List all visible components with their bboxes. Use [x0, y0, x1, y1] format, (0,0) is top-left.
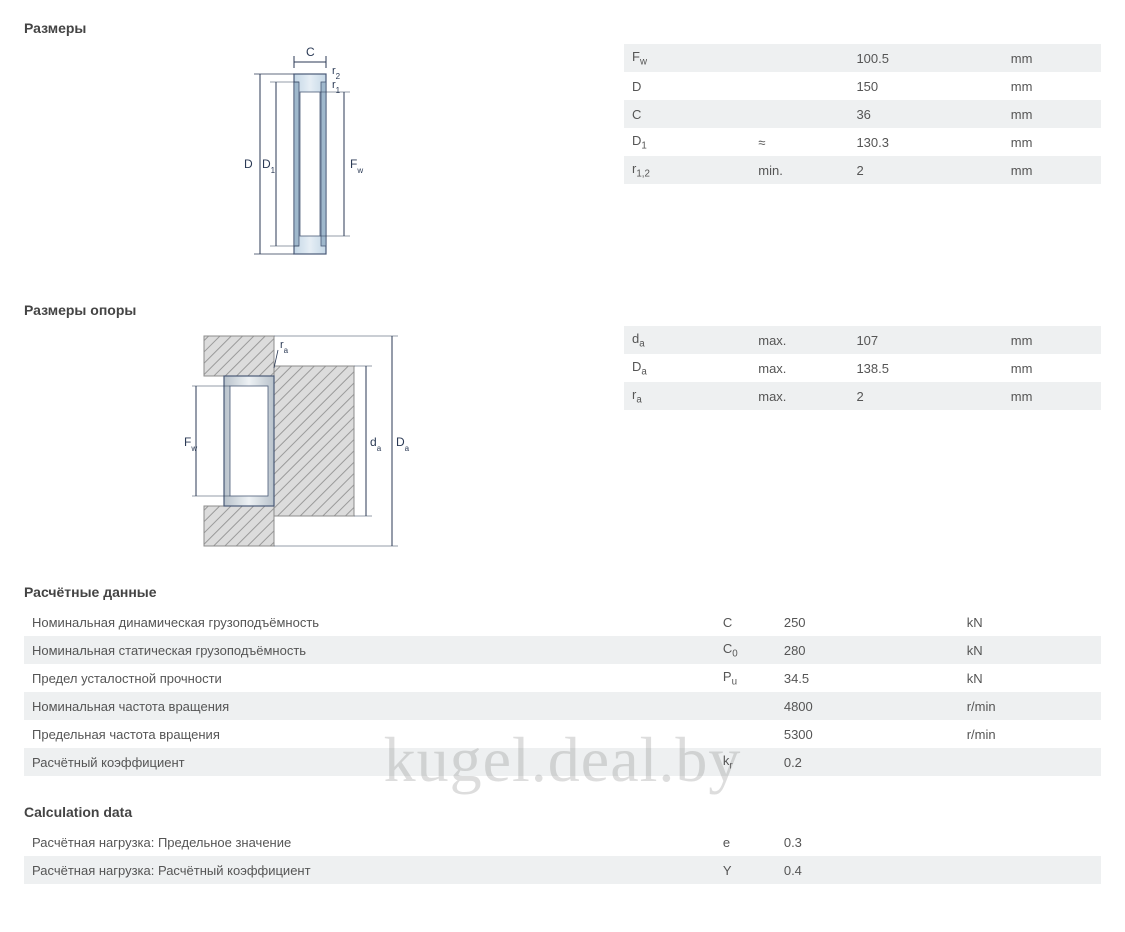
spec-unit: mm: [1003, 72, 1101, 100]
spec-symbol: Fw: [624, 44, 750, 72]
spec-desc: Номинальная динамическая грузоподъёмност…: [24, 608, 715, 636]
spec-symbol: D: [624, 72, 750, 100]
spec-row: Номинальная статическая грузоподъёмность…: [24, 636, 1101, 664]
section-calc2-title: Calculation data: [24, 804, 1101, 820]
spec-unit: mm: [1003, 326, 1101, 354]
spec-value: 2: [848, 382, 1002, 410]
spec-unit: mm: [1003, 156, 1101, 184]
spec-symbol: C: [624, 100, 750, 128]
spec-row: Предел усталостной прочностиPu34.5kN: [24, 664, 1101, 692]
spec-desc: Предел усталостной прочности: [24, 664, 715, 692]
spec-unit: mm: [1003, 354, 1101, 382]
spec-desc: Номинальная статическая грузоподъёмность: [24, 636, 715, 664]
svg-text:Fw: Fw: [350, 157, 363, 175]
spec-unit: mm: [1003, 382, 1101, 410]
spec-value: 5300: [776, 720, 959, 748]
spec-desc: Номинальная частота вращения: [24, 692, 715, 720]
spec-unit: r/min: [959, 692, 1101, 720]
spec-qualifier: max.: [750, 354, 848, 382]
spec-unit: kN: [959, 664, 1101, 692]
spec-symbol: da: [624, 326, 750, 354]
spec-row: r1,2min.2mm: [624, 156, 1101, 184]
section-calc-title: Расчётные данные: [24, 584, 1101, 600]
spec-qualifier: min.: [750, 156, 848, 184]
spec-row: C 36mm: [624, 100, 1101, 128]
svg-text:da: da: [370, 435, 382, 453]
table-calc2: Расчётная нагрузка: Предельное значениеe…: [24, 828, 1101, 884]
spec-value: 107: [848, 326, 1002, 354]
spec-unit: mm: [1003, 44, 1101, 72]
spec-qualifier: ≈: [750, 128, 848, 156]
spec-row: ramax.2mm: [624, 382, 1101, 410]
spec-qualifier: [750, 100, 848, 128]
spec-symbol: [715, 720, 776, 748]
spec-row: Номинальная динамическая грузоподъёмност…: [24, 608, 1101, 636]
spec-value: 280: [776, 636, 959, 664]
section-abutment-title: Размеры опоры: [24, 302, 1101, 318]
table-dimensions: Fw100.5mmD150mmC36mmD1≈130.3mmr1,2min.2m…: [624, 44, 1101, 184]
spec-unit: [959, 748, 1101, 776]
spec-row: Предельная частота вращения 5300r/min: [24, 720, 1101, 748]
spec-unit: mm: [1003, 100, 1101, 128]
spec-symbol: C0: [715, 636, 776, 664]
section-calc: Расчётные данные Номинальная динамическа…: [24, 584, 1101, 776]
spec-row: Расчётная нагрузка: Предельное значениеe…: [24, 828, 1101, 856]
diagram-abutment: ra Fw da Da: [24, 326, 584, 556]
spec-qualifier: max.: [750, 382, 848, 410]
svg-text:D: D: [244, 157, 253, 171]
spec-desc: Предельная частота вращения: [24, 720, 715, 748]
spec-row: Damax.138.5mm: [624, 354, 1101, 382]
table-calc: Номинальная динамическая грузоподъёмност…: [24, 608, 1101, 776]
spec-symbol: e: [715, 828, 776, 856]
svg-text:ra: ra: [280, 339, 289, 355]
spec-desc: Расчётный коэффициент: [24, 748, 715, 776]
spec-row: Fw 100.5mm: [624, 44, 1101, 72]
spec-qualifier: [750, 44, 848, 72]
spec-qualifier: [750, 72, 848, 100]
spec-symbol: r1,2: [624, 156, 750, 184]
spec-value: 0.2: [776, 748, 959, 776]
spec-unit: mm: [1003, 128, 1101, 156]
section-dimensions: Размеры: [24, 20, 1101, 274]
spec-unit: kN: [959, 636, 1101, 664]
table-abutment: damax.107mmDamax.138.5mmramax.2mm: [624, 326, 1101, 410]
spec-row: D1≈130.3mm: [624, 128, 1101, 156]
spec-qualifier: max.: [750, 326, 848, 354]
spec-value: 0.3: [776, 828, 959, 856]
section-abutment: Размеры опоры: [24, 302, 1101, 556]
spec-symbol: C: [715, 608, 776, 636]
spec-value: 250: [776, 608, 959, 636]
spec-unit: r/min: [959, 720, 1101, 748]
spec-row: Расчётный коэффициентkr0.2: [24, 748, 1101, 776]
spec-value: 130.3: [848, 128, 1002, 156]
spec-unit: [959, 828, 1101, 856]
diagram-dimensions: C r2 r1 D D1 Fw: [24, 44, 584, 274]
spec-value: 2: [848, 156, 1002, 184]
spec-symbol: D1: [624, 128, 750, 156]
spec-value: 4800: [776, 692, 959, 720]
svg-text:D1: D1: [262, 157, 276, 175]
svg-text:Da: Da: [396, 435, 410, 453]
spec-symbol: ra: [624, 382, 750, 410]
spec-value: 36: [848, 100, 1002, 128]
spec-row: damax.107mm: [624, 326, 1101, 354]
spec-unit: kN: [959, 608, 1101, 636]
spec-value: 34.5: [776, 664, 959, 692]
spec-symbol: [715, 692, 776, 720]
spec-value: 138.5: [848, 354, 1002, 382]
section-dimensions-title: Размеры: [24, 20, 1101, 36]
spec-value: 100.5: [848, 44, 1002, 72]
spec-symbol: Da: [624, 354, 750, 382]
svg-text:Fw: Fw: [184, 435, 197, 453]
spec-symbol: kr: [715, 748, 776, 776]
dim-label-C: C: [306, 45, 315, 59]
spec-symbol: Pu: [715, 664, 776, 692]
spec-row: Номинальная частота вращения 4800r/min: [24, 692, 1101, 720]
section-calc2: Calculation data Расчётная нагрузка: Пре…: [24, 804, 1101, 884]
spec-row: D 150mm: [624, 72, 1101, 100]
spec-value: 150: [848, 72, 1002, 100]
spec-desc: Расчётная нагрузка: Предельное значение: [24, 828, 715, 856]
